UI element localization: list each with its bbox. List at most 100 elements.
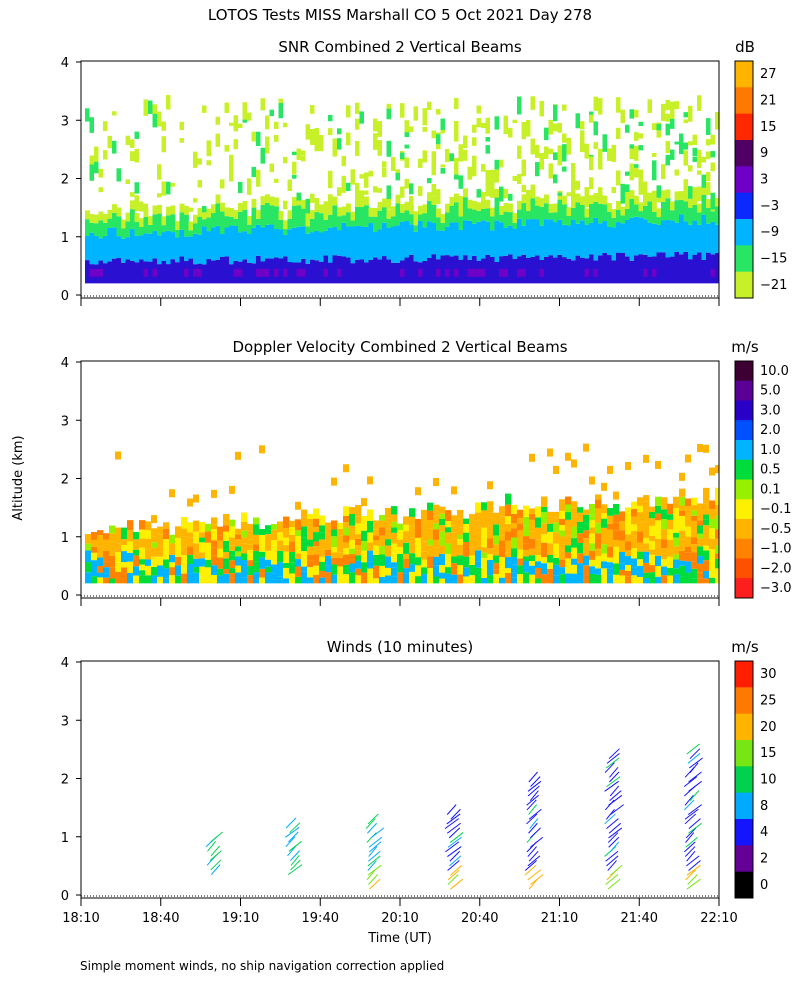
snr-cell <box>112 111 117 116</box>
doppler-cell <box>301 516 308 527</box>
doppler-cell <box>229 550 236 556</box>
snr-cell <box>238 232 243 262</box>
doppler-cell <box>619 540 626 552</box>
snr-panel-title: SNR Combined 2 Vertical Beams <box>278 38 521 56</box>
doppler-cell <box>367 532 374 543</box>
snr-cell <box>656 123 661 131</box>
snr-cell <box>346 203 351 213</box>
doppler-cell <box>241 530 248 538</box>
wind-barb <box>608 748 620 760</box>
doppler-cell <box>697 525 704 534</box>
snr-cell <box>400 103 405 118</box>
snr-cell <box>647 192 653 202</box>
doppler-cell <box>355 523 362 535</box>
doppler-cell <box>457 539 464 545</box>
snr-cell <box>337 138 342 150</box>
doppler-cell <box>511 504 518 514</box>
doppler-cell <box>703 514 710 520</box>
snr-cell <box>386 199 391 210</box>
snr-cell <box>458 175 463 189</box>
doppler-cell <box>469 547 476 556</box>
doppler-cell <box>511 523 518 529</box>
doppler-cell <box>229 555 236 561</box>
snr-cell <box>134 262 140 284</box>
snr-cell <box>476 118 481 128</box>
snr-cell <box>710 192 715 210</box>
doppler-cell <box>637 542 644 552</box>
wind-barb <box>685 827 697 839</box>
doppler-cell <box>283 551 290 564</box>
snr-cell <box>467 220 473 260</box>
doppler-cell <box>271 553 278 565</box>
winds-colorbar-label: 15 <box>760 746 777 761</box>
snr-cell <box>530 219 536 257</box>
snr-cell <box>418 214 423 221</box>
doppler-colorbar-swatch <box>735 538 753 559</box>
doppler-cell <box>541 512 548 524</box>
doppler-cell <box>427 574 434 584</box>
snr-cell <box>440 222 446 231</box>
doppler-cell <box>223 540 230 553</box>
doppler-cell <box>133 531 140 540</box>
snr-cell <box>584 208 590 218</box>
snr-cell <box>620 183 625 194</box>
snr-cell <box>305 217 311 227</box>
wind-barb <box>209 850 222 862</box>
snr-cell <box>130 228 135 261</box>
snr-cell <box>265 194 270 204</box>
snr-cell <box>706 151 711 160</box>
doppler-cell <box>349 514 356 526</box>
doppler-cell <box>133 555 140 567</box>
doppler-cell <box>655 513 662 521</box>
snr-cell <box>314 203 320 213</box>
snr-cell <box>638 217 644 255</box>
snr-cell <box>328 262 333 284</box>
snr-cell <box>463 220 468 256</box>
snr-cell <box>301 268 306 277</box>
doppler-cell <box>151 528 158 537</box>
doppler-cell <box>211 565 218 576</box>
doppler-cell <box>187 554 194 565</box>
snr-cell <box>607 211 612 227</box>
snr-cell <box>404 178 409 189</box>
snr-cell <box>638 121 643 127</box>
winds-colorbar-label: 4 <box>760 825 768 840</box>
doppler-cell <box>109 525 116 534</box>
doppler-cell <box>451 515 458 526</box>
snr-cell <box>436 217 441 231</box>
wind-barb <box>608 794 623 806</box>
doppler-cell <box>253 534 260 545</box>
snr-cell <box>323 201 328 216</box>
snr-cell <box>670 149 675 160</box>
wind-barb <box>528 771 538 783</box>
doppler-cell <box>115 543 122 553</box>
snr-cell <box>584 143 589 159</box>
snr-cell <box>260 147 265 164</box>
doppler-cell <box>223 514 230 526</box>
doppler-cell <box>493 555 500 564</box>
snr-cell <box>296 268 301 277</box>
doppler-cell <box>649 541 656 550</box>
snr-cell <box>224 216 230 228</box>
snr-cell <box>607 202 612 212</box>
snr-cell <box>490 169 495 187</box>
wind-barb <box>365 818 376 829</box>
doppler-cell <box>133 575 140 584</box>
doppler-cell <box>121 539 128 546</box>
doppler-cell <box>571 526 578 539</box>
wind-barb <box>450 878 464 890</box>
snr-cell <box>382 222 387 257</box>
doppler-cell <box>151 575 158 584</box>
wind-barb <box>686 850 696 862</box>
wind-barb <box>608 836 620 848</box>
snr-cell <box>476 221 482 261</box>
doppler-cell <box>679 576 686 584</box>
doppler-cell <box>583 514 590 524</box>
doppler-cell <box>445 527 452 533</box>
snr-cell <box>278 258 284 284</box>
winds-colorbar-swatch <box>735 871 753 899</box>
snr-cell <box>242 259 248 284</box>
snr-cell <box>247 178 252 195</box>
snr-cell <box>328 227 333 263</box>
snr-cell <box>499 205 504 215</box>
